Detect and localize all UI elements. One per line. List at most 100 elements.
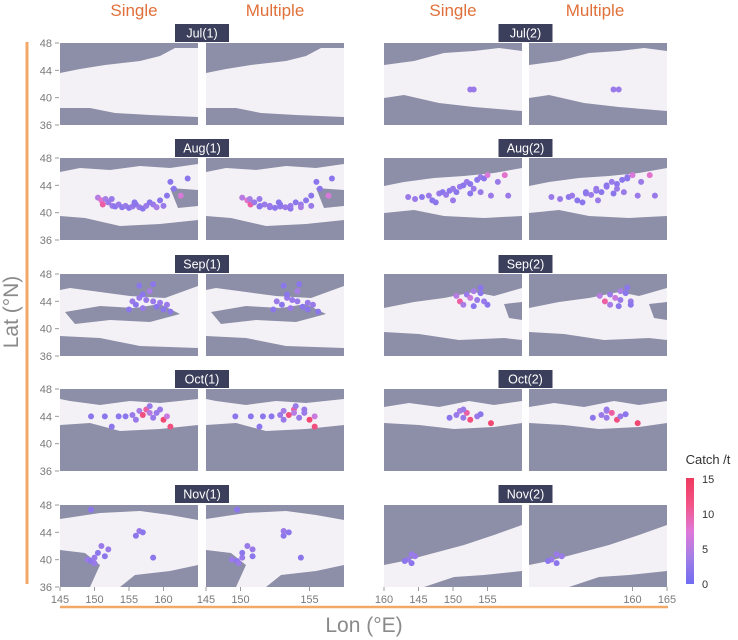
catch-point [622,411,629,418]
x-tick-label: 165 [658,594,676,606]
catch-point [157,406,164,413]
ocean-mask-region [60,505,198,520]
catch-point [425,192,432,199]
ocean-mask-region [384,158,522,186]
ocean-mask-region [529,210,667,240]
map-panel-5-multiple [206,274,344,356]
catch-point [167,178,174,185]
catch-point [101,413,108,420]
ocean-mask-region [60,43,198,73]
ocean-mask-region [206,389,344,405]
ocean-mask-region [529,332,667,356]
y-tick-label: 36 [40,351,52,363]
y-tick-label: 40 [40,93,52,105]
map-panel-6-multiple [529,274,667,356]
x-tick-label: 150 [85,594,103,606]
catch-point [484,172,491,179]
catch-point [308,192,315,199]
catch-point [316,185,323,192]
catch-point [634,420,641,427]
catch-point [94,549,101,556]
ocean-mask-region [60,274,198,298]
catch-point [108,196,115,202]
catch-point [268,413,275,420]
catch-point [91,554,98,561]
panel-label-bg-4 [498,139,553,157]
ocean-mask-region [206,108,344,125]
catch-point [629,172,636,179]
panel-label-bg-10 [498,485,553,503]
catch-point [315,308,322,315]
catch-point [280,527,287,534]
catch-point [453,189,460,196]
catch-point [287,305,294,312]
axis-ticks-layer: 48 44 40 36 48 44 40 36 48 44 40 36 48 44 40 36 48 44 40 36… [40,38,676,606]
catch-point [303,197,310,204]
ocean-mask-region [529,423,667,471]
map-panel-1-single [60,43,198,125]
catch-point [467,180,474,187]
catch-point [313,178,320,185]
y-tick-label: 36 [40,120,52,132]
catch-point [150,414,157,421]
catch-point [285,411,292,418]
panel-label-bg-8 [498,370,553,388]
catch-point [235,560,242,567]
x-tick-label: 160 [375,594,393,606]
y-tick-label: 44 [40,411,52,423]
ocean-mask-region [384,43,522,65]
catch-point [259,413,266,420]
catch-point [553,560,560,567]
catch-point [412,196,419,202]
catch-point [184,175,191,182]
catch-point [487,192,494,199]
catch-point [598,411,605,418]
catch-point [297,204,304,211]
catch-point [608,409,615,416]
catch-point [446,414,453,421]
catch-point [247,413,254,420]
catch-point [294,298,301,305]
catch-point [477,290,484,297]
map-panel-1-multiple [206,43,344,125]
catch-point [304,299,311,306]
catch-point [239,549,246,556]
map-panel-8-multiple [529,389,667,471]
catch-point [596,292,603,299]
catch-point [477,189,484,196]
catch-point [249,553,256,560]
catch-point [467,190,474,197]
ocean-mask-region [60,336,198,356]
catch-point [470,86,477,93]
catch-point [157,299,164,306]
ocean-mask-region [384,332,522,356]
catch-point [91,560,98,567]
catch-point [273,298,280,305]
catch-point [277,411,284,418]
y-tick-label: 40 [40,208,52,220]
catch-point [477,284,484,291]
y-tick-label: 48 [40,384,52,396]
catch-point [460,301,467,308]
catch-point [115,413,122,420]
catch-point [615,303,622,310]
y-tick-label: 44 [40,180,52,192]
y-tick-label: 40 [40,555,52,567]
x-tick-label: 155 [478,594,496,606]
catch-point [607,301,614,308]
ocean-mask-region [60,216,198,240]
catch-point [467,294,474,301]
map-panel-7-multiple [206,389,344,471]
ocean-mask-region [529,158,667,186]
y-tick-label: 44 [40,65,52,77]
ocean-mask-region [384,210,522,240]
catch-point [234,506,241,513]
catch-point [280,407,287,414]
catch-point [484,301,491,308]
catch-point [129,411,136,418]
catch-point [280,416,287,423]
catch-point [470,288,477,295]
map-panel-5-single [60,274,198,356]
x-tick-label: 155 [120,594,138,606]
